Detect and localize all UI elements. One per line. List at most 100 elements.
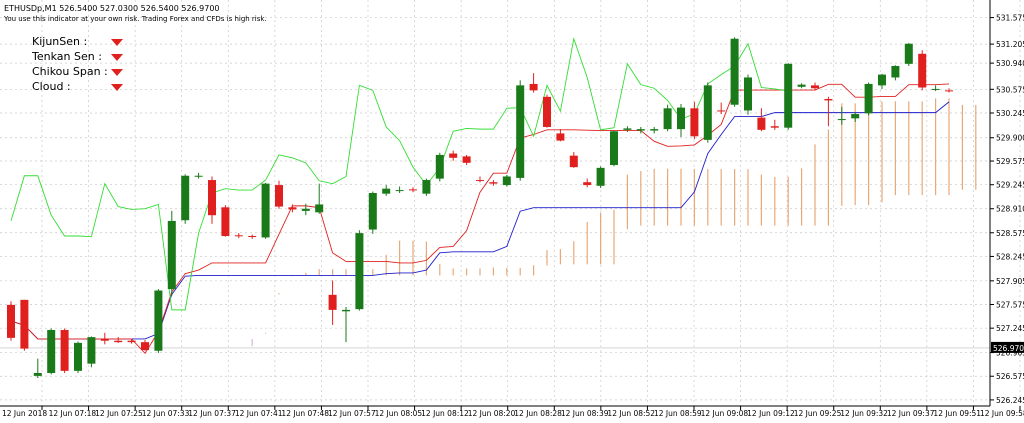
candle-bull — [435, 154, 444, 179]
legend-kijunsen-label: KijunSen : — [32, 35, 87, 48]
candle-bull — [301, 208, 310, 211]
legend-tenkansen-label: Tenkan Sen : — [31, 50, 102, 63]
candle-bull — [516, 85, 525, 178]
candle-bull — [422, 180, 431, 194]
candle-bull — [181, 175, 190, 221]
candle-bull — [864, 83, 873, 114]
candle-bull — [703, 85, 712, 140]
candle-bear — [409, 189, 417, 191]
candle-bear — [288, 207, 297, 210]
x-tick-label: 12 Jun 09:37 — [887, 409, 935, 418]
legend-cloud-label: Cloud : — [32, 80, 71, 93]
candle-bear — [543, 96, 551, 127]
y-tick-label: 528.5750 — [996, 229, 1024, 238]
candle-bear — [717, 110, 726, 112]
candle-bull — [784, 63, 793, 128]
candle-bear — [449, 153, 458, 158]
candle-bull — [154, 290, 163, 351]
red-down-triangle-icon — [111, 39, 123, 46]
risk-disclaimer: You use this indicator at your own risk.… — [3, 15, 267, 23]
x-tick-label: 12 Jun 08:39 — [561, 409, 609, 418]
candle-bear — [556, 133, 565, 141]
candle-bear — [918, 53, 927, 88]
candle-bear — [248, 235, 257, 237]
tenkan-sen-line — [10, 83, 950, 355]
candle-bear — [569, 155, 578, 168]
candle-bull — [261, 183, 270, 238]
kijun-sen-line — [10, 101, 950, 340]
y-tick-label: 529.2450 — [996, 181, 1024, 190]
candle-bear — [275, 185, 283, 207]
candle-bear — [141, 342, 149, 351]
y-tick-label: 530.2450 — [996, 109, 1024, 118]
candle-bear — [690, 108, 699, 137]
candle-bear — [127, 340, 136, 343]
y-tick-label: 529.9000 — [996, 134, 1024, 143]
candle-bull — [744, 77, 752, 111]
y-tick-label: 528.2450 — [996, 252, 1024, 261]
indicator-legend: KijunSen : Tenkan Sen : Chikou Span : Cl… — [31, 35, 123, 93]
candle-bear — [945, 90, 953, 92]
candle-bear — [489, 182, 498, 184]
y-tick-label: 526.9050 — [996, 349, 1024, 358]
candle-bull — [33, 373, 42, 376]
candle-bull — [730, 38, 739, 105]
y-tick-label: 527.2450 — [996, 324, 1024, 333]
current-price-label: 526.9700 — [993, 344, 1024, 353]
candle-bear — [770, 126, 779, 128]
candle-bear — [476, 180, 484, 182]
candle-bull — [194, 175, 203, 177]
x-tick-label: 12 Jun 08:52 — [607, 409, 655, 418]
candle-bull — [610, 131, 618, 165]
candle-bear — [221, 207, 230, 236]
candle-bull — [167, 220, 176, 290]
candle-bull — [797, 84, 806, 87]
x-tick-label: 12 Jun 08:20 — [468, 409, 516, 418]
x-tick-label: 12 Jun 07:41 — [235, 409, 283, 418]
chart-grid — [0, 0, 1021, 406]
candle-bull — [368, 192, 377, 230]
red-down-triangle-icon — [111, 69, 123, 76]
candle-bull — [650, 129, 659, 131]
y-tick-label: 528.9100 — [996, 205, 1024, 214]
candle-bull — [382, 188, 391, 194]
y-tick-label: 531.5750 — [996, 14, 1024, 23]
candle-bull — [904, 43, 913, 64]
candle-bull — [837, 119, 846, 121]
candle-bear — [462, 156, 471, 163]
candle-bull — [663, 108, 672, 130]
candle-bull — [931, 88, 940, 90]
candle-bull — [851, 114, 860, 119]
candle-bull — [502, 176, 511, 186]
x-tick-label: 12 Jun 08:05 — [375, 409, 423, 418]
chikou-span-line — [10, 36, 789, 311]
symbol-info: ETHUSDp,M1 526.5400 527.0300 526.5400 52… — [4, 4, 220, 13]
x-tick-label: 12 Jun 2018 — [2, 409, 47, 418]
ichimoku-cloud — [251, 98, 977, 347]
candle-bull — [596, 167, 605, 186]
candle-bear — [234, 235, 243, 237]
x-tick-label: 12 Jun 07:25 — [95, 409, 143, 418]
x-tick-label: 12 Jun 07:33 — [142, 409, 190, 418]
red-down-triangle-icon — [111, 54, 123, 61]
y-tick-label: 529.5750 — [996, 157, 1024, 166]
x-tick-label: 12 Jun 08:59 — [654, 409, 702, 418]
x-tick-label: 12 Jun 09:08 — [701, 409, 749, 418]
x-tick-label: 12 Jun 08:28 — [514, 409, 562, 418]
y-tick-label: 530.5750 — [996, 85, 1024, 94]
current-price-tag — [991, 341, 1024, 353]
x-tick-label: 12 Jun 07:48 — [281, 409, 329, 418]
x-tick-label: 12 Jun 09:12 — [747, 409, 795, 418]
candle-bull — [47, 329, 56, 374]
x-tick-label: 12 Jun 09:32 — [840, 409, 888, 418]
candle-bull — [623, 128, 632, 130]
price-axis: 531.5750 531.2050 530.9400 530.5750 530.2450… — [990, 14, 1024, 405]
candle-bull — [878, 74, 886, 86]
candle-bull — [74, 342, 82, 371]
candle-bull — [342, 309, 350, 312]
candle-bear — [529, 83, 538, 91]
y-tick-label: 531.2050 — [996, 40, 1024, 49]
candle-bull — [355, 233, 364, 310]
